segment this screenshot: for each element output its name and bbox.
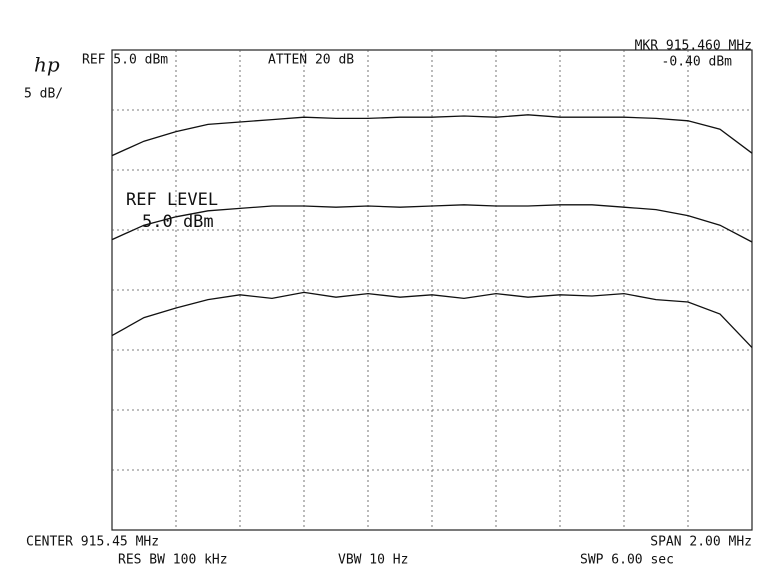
- trace: [111, 114, 753, 157]
- ref-level-value: 5.0 dBm: [142, 212, 214, 232]
- res-bw: RES BW 100 kHz: [118, 553, 228, 568]
- center: CENTER 915.45 MHz: [26, 535, 159, 550]
- span: SPAN 2.00 MHz: [650, 535, 752, 550]
- logo: hp: [34, 53, 60, 77]
- trace: [111, 291, 753, 349]
- marker-freq: MKR 915.460 MHz: [635, 39, 752, 54]
- sweep: SWP 6.00 sec: [580, 553, 674, 568]
- atten: ATTEN 20 dB: [268, 53, 354, 68]
- ref-level-label: REF LEVEL: [126, 190, 218, 210]
- trace: [111, 204, 753, 243]
- ref: REF 5.0 dBm: [82, 53, 168, 68]
- scale: 5 dB/: [24, 87, 63, 102]
- marker-level: -0.40 dBm: [662, 55, 733, 70]
- vbw: VBW 10 Hz: [338, 553, 408, 568]
